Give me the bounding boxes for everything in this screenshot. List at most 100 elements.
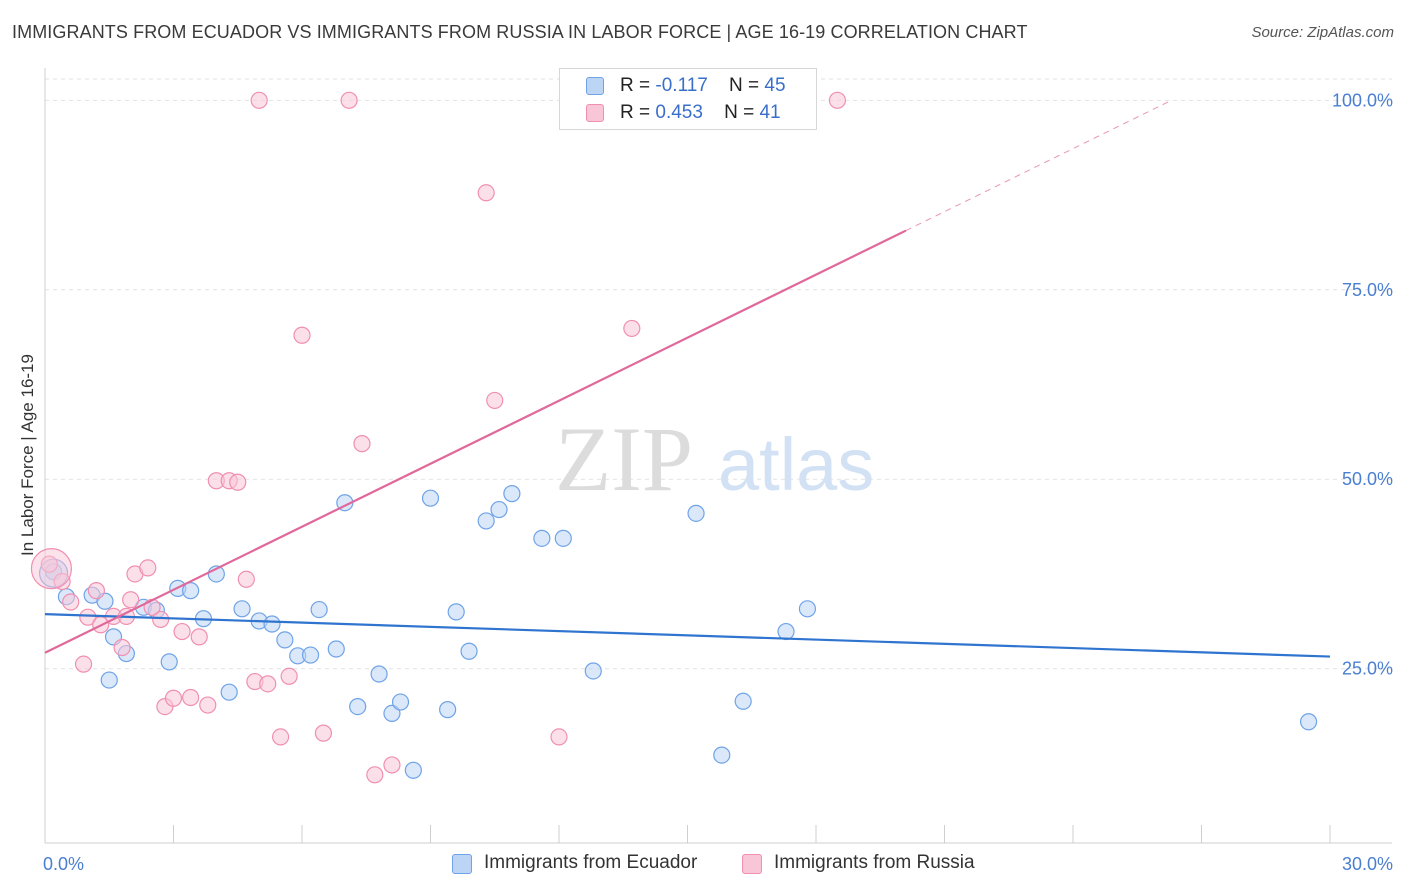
n-label: N =: [724, 102, 755, 123]
watermark-zip: ZIP: [555, 408, 693, 510]
russia-point: [190, 628, 208, 646]
trend-lines: [44, 99, 1331, 658]
russia-point: [293, 326, 311, 344]
russia-point: [259, 675, 277, 693]
russia-trend-line: [44, 229, 907, 654]
chart-title: IMMIGRANTS FROM ECUADOR VS IMMIGRANTS FR…: [12, 22, 1028, 42]
russia-point: [250, 91, 268, 109]
ecuador-point: [301, 646, 320, 664]
ecuador-point: [220, 683, 238, 701]
russia-point: [199, 696, 217, 714]
ecuador-point: [798, 600, 817, 618]
x-tick-label: 0.0%: [43, 854, 84, 874]
ecuador-point: [734, 692, 752, 710]
russia-point: [340, 91, 358, 109]
ecuador-point: [160, 653, 178, 671]
y-tick-label: 50.0%: [1342, 469, 1393, 489]
y-tick-label: 100.0%: [1332, 90, 1393, 110]
russia-point: [173, 622, 191, 641]
legend-label-ecuador: Immigrants from Ecuador: [484, 852, 698, 873]
ecuador-trend-line: [44, 613, 1331, 658]
russia-point: [477, 184, 495, 202]
legend-text-ecuador: R = -0.117 N = 45: [620, 75, 786, 97]
russia-point: [237, 570, 255, 588]
ecuador-point: [383, 704, 401, 723]
ecuador-point: [490, 500, 508, 519]
ecuador-swatch: [586, 77, 604, 95]
ecuador-point: [233, 600, 251, 618]
ecuador-point: [584, 662, 602, 680]
russia-trend-line-extension: [905, 99, 1172, 232]
ecuador-point: [777, 622, 795, 641]
russia-point: [74, 655, 93, 673]
russia-point: [229, 473, 247, 491]
russia-point: [87, 582, 106, 600]
tick-labels: 25.0% 50.0% 75.0% 100.0% 0.0% 30.0%: [43, 90, 1393, 874]
russia-point: [122, 591, 140, 609]
ecuador-point: [1299, 713, 1318, 731]
ecuador-point: [100, 671, 118, 689]
russia-legend-swatch: [742, 854, 762, 874]
n-label: N =: [728, 75, 760, 96]
russia-swatch: [586, 104, 604, 122]
russia-point: [113, 638, 131, 657]
russia-point: [383, 756, 401, 774]
ecuador-point: [391, 693, 410, 711]
watermark-atlas: atlas: [718, 423, 874, 506]
ecuador-point: [182, 582, 200, 600]
y-tick-label: 75.0%: [1342, 280, 1393, 300]
russia-point: [143, 598, 161, 616]
ecuador-point: [349, 697, 367, 716]
ecuador-point: [327, 640, 345, 658]
ecuador-point: [554, 529, 572, 547]
russia-point: [182, 688, 200, 707]
correlation-legend: R = -0.117 N = 45 R = 0.453 N = 41: [559, 68, 817, 130]
ecuador-point: [460, 642, 478, 660]
axes: [44, 68, 1392, 844]
russia-point: [139, 559, 157, 577]
russia-point: [353, 435, 371, 453]
russia-point: [79, 608, 97, 626]
ecuador-point: [421, 489, 440, 507]
russia-point: [486, 391, 504, 410]
ecuador-point: [477, 512, 495, 530]
series-russia-points: [30, 91, 847, 784]
n-value-ecuador: 45: [764, 75, 786, 96]
y-tick-label: 25.0%: [1342, 659, 1393, 679]
source-label: Source: ZipAtlas.com: [1251, 24, 1394, 41]
ecuador-point: [713, 746, 731, 764]
russia-point: [280, 667, 298, 685]
n-value-russia: 41: [759, 102, 781, 123]
watermark: ZIP atlas: [555, 408, 874, 510]
series-ecuador-points: [38, 485, 1318, 779]
legend-text-russia: R = 0.453 N = 41: [620, 102, 781, 124]
russia-point: [164, 689, 183, 707]
ecuador-point: [263, 615, 281, 633]
series-legend: Immigrants from Ecuador Immigrants from …: [0, 850, 1406, 880]
r-value-ecuador: -0.117: [655, 75, 708, 96]
ecuador-legend-swatch: [452, 854, 472, 874]
russia-point: [152, 610, 170, 629]
ecuador-point: [276, 631, 294, 649]
ecuador-point: [503, 485, 521, 503]
russia-point: [62, 593, 80, 611]
ecuador-point: [370, 665, 388, 683]
x-tick-label: 30.0%: [1342, 854, 1393, 874]
russia-point-large: [30, 548, 73, 590]
ecuador-point: [439, 701, 457, 719]
ecuador-point: [687, 504, 705, 522]
russia-point: [271, 728, 290, 746]
russia-point: [550, 728, 568, 746]
r-label: R =: [620, 102, 651, 123]
r-value-russia: 0.453: [655, 102, 703, 123]
ecuador-point: [404, 761, 422, 779]
russia-point: [366, 766, 384, 784]
legend-label-russia: Immigrants from Russia: [774, 852, 975, 873]
russia-point: [314, 724, 333, 742]
russia-point: [623, 319, 641, 338]
ecuador-point: [447, 603, 465, 621]
ecuador-point: [533, 529, 551, 547]
russia-point: [828, 91, 847, 109]
r-label: R =: [620, 75, 651, 96]
